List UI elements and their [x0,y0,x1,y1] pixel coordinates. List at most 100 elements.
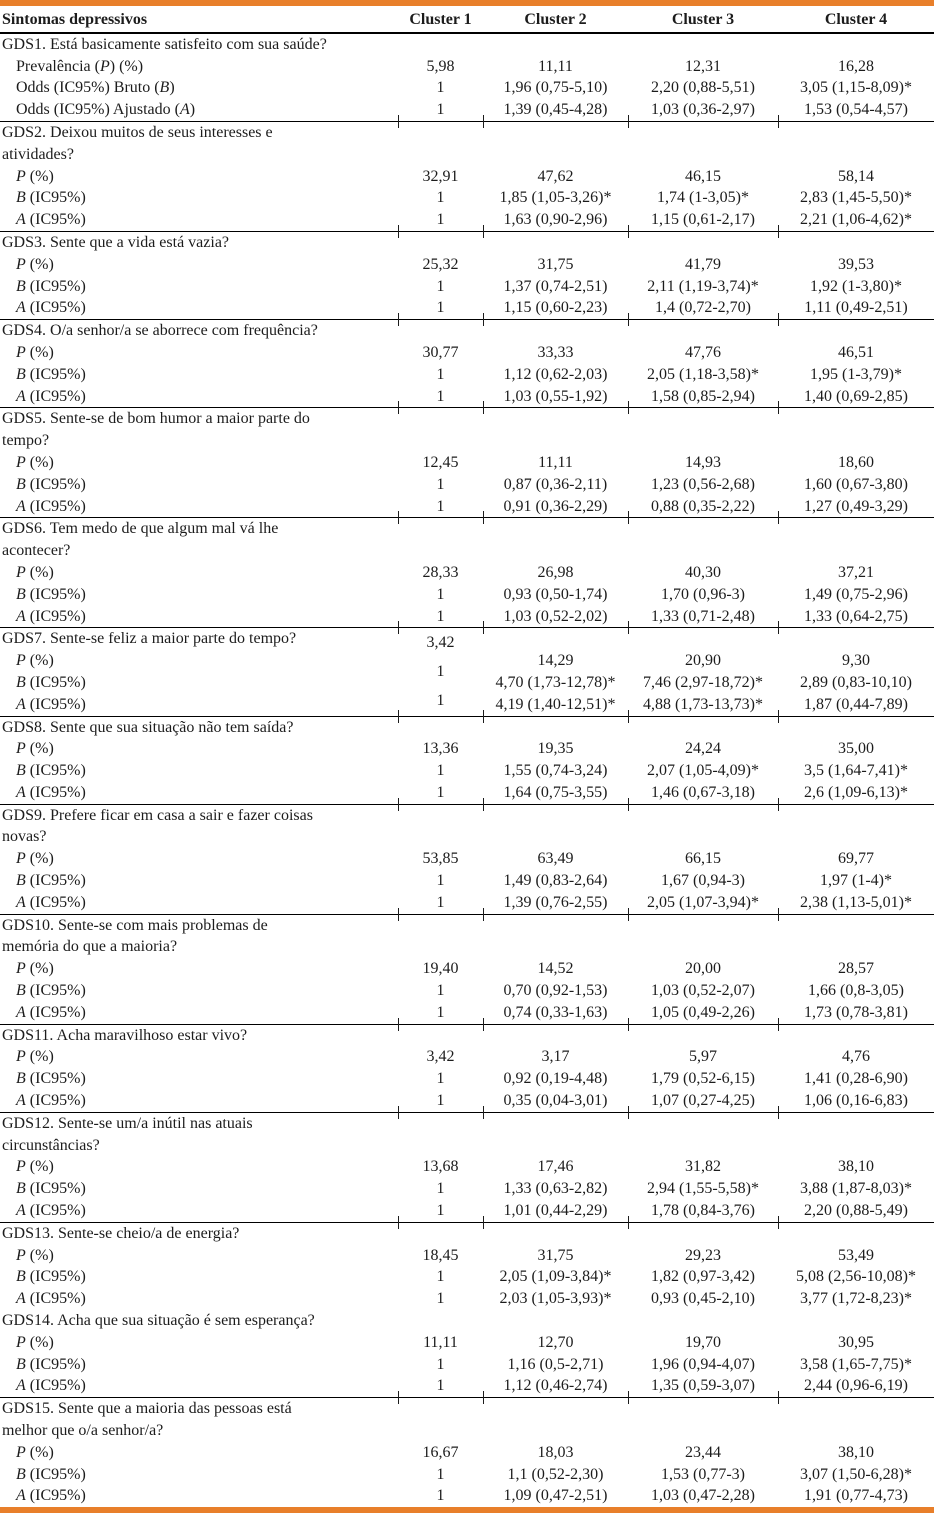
cell-value: 1,85 (1,05-3,26)* [499,189,612,207]
column-divider-tick [778,797,779,811]
row-label: Odds (IC95%) Bruto (B) [16,79,175,97]
row-label: B (IC95%) [16,189,86,207]
cell-value: 39,53 [838,255,874,273]
table-row: P (%) 19,40 14,52 20,00 28,57 [0,958,934,980]
column-divider-tick [398,313,399,327]
cell-value: 1,49 (0,83-2,64) [503,872,608,890]
column-divider-tick [398,401,399,415]
row-label: B (IC95%) [16,365,86,383]
cell-value: 13,68 [422,1158,459,1176]
cell-value: 1,16 (0,5-2,71) [507,1355,604,1373]
row-label: P (%) [16,1443,54,1461]
cell-value: 12,70 [537,1333,574,1351]
cell-value: 14,93 [685,453,721,471]
cell-value: 38,10 [838,1158,874,1176]
cell-value: 1 [436,692,445,710]
cell-value: 46,51 [838,343,874,361]
cell-value: 40,30 [685,563,721,581]
header-cluster-2: Cluster 2 [524,11,587,28]
row-label: A (IC95%) [16,783,86,801]
gds-section-gds6: GDS6. Tem medo de que algum mal vá lhe a… [0,518,934,635]
cell-value: 31,75 [537,255,574,273]
table-row: P (%) 30,77 33,33 47,76 46,51 [0,342,934,364]
row-label: B (IC95%) [16,277,86,295]
column-divider-tick [628,1215,629,1229]
cell-value: 9,30 [842,652,870,670]
cell-value: 0,92 (0,19-4,48) [503,1070,608,1088]
cell-value: 1 [436,982,445,1000]
row-label: P (%) [16,1246,54,1264]
column-divider-tick [483,797,484,811]
cell-value: 16,28 [838,57,874,75]
section-title: GDS11. Acha maravilhoso estar vivo? [2,1026,248,1044]
cell-value: 30,77 [422,343,459,361]
section-title: GDS6. Tem medo de que algum mal vá lhe a… [2,520,279,560]
cell-value: 53,85 [422,850,459,868]
table-row: B (IC95%) 1 0,70 (0,92-1,53) 1,03 (0,52-2,0… [0,980,934,1002]
cell-value: 1,33 (0,71-2,48) [651,607,755,625]
cell-value: 1 [436,1268,445,1286]
row-label: A (IC95%) [16,1003,86,1021]
cell-value: 1,70 (0,96-3) [661,585,745,603]
cell-value: 20,00 [685,960,721,978]
cell-value: 5,08 (2,56-10,08)* [796,1268,916,1286]
gds-section-gds9: GDS9. Prefere ficar em casa a sair e faz… [0,805,934,921]
column-divider-tick [398,907,399,921]
gds-section-gds2: GDS2. Deixou muitos de seus interesses e… [0,122,934,238]
cell-value: 31,75 [537,1246,574,1264]
cell-value: 1 [436,663,445,680]
table-row: Odds (IC95%) Bruto (B) 1 1,96 (0,75-5,10) 2… [0,77,934,99]
table-row: A (IC95%) 1 2,03 (1,05-3,93)* 0,93 (0,45-2,… [0,1288,934,1310]
cell-value: 1,07 (0,27-4,25) [651,1092,755,1110]
cell-value: 1,67 (0,94-3) [661,872,745,890]
cell-value: 2,38 (1,13-5,01)* [800,893,912,911]
section-title: GDS12. Sente-se um/a inútil nas atuais c… [2,1114,253,1154]
table-row: P (%) 18,45 31,75 29,23 53,49 [0,1245,934,1267]
cell-value: 58,14 [838,167,874,185]
column-divider-tick [628,511,629,525]
cell-value: 18,03 [537,1443,574,1461]
section-title: GDS5. Sente-se de bom humor a maior part… [2,410,310,450]
cell-value: 12,45 [422,453,459,471]
table-row: P (%) 13,68 17,46 31,82 38,10 [0,1156,934,1178]
cell-value: 1 [436,211,445,229]
cell-value: 1,09 (0,47-2,51) [503,1487,608,1505]
cell-value: 3,88 (1,87-8,03)* [800,1180,912,1198]
cell-value: 1,79 (0,52-6,15) [651,1070,755,1088]
cell-value: 19,40 [422,960,459,978]
cell-value: 2,11 (1,19-3,74)* [647,277,759,295]
column-divider-tick [398,1215,399,1229]
cell-value: 4,88 (1,73-13,73)* [643,695,763,713]
cell-value: 1,63 (0,90-2,96) [503,211,608,229]
cell-value: 1 [436,1290,445,1308]
column-divider-tick [628,907,629,921]
cell-value: 1 [436,1092,445,1110]
column-divider-tick [483,907,484,921]
table-row: B (IC95%) 1 1,85 (1,05-3,26)* 1,74 (1-3,05)… [0,187,934,209]
cell-value: 19,35 [537,740,574,758]
column-divider-tick [778,1215,779,1229]
cell-value: 1 [436,277,445,295]
row-label: P (%) [16,563,54,581]
cell-value: 18,60 [838,453,874,471]
column-divider-tick [398,797,399,811]
merged-cluster1-cell: 3,42 1 1 [398,628,483,715]
header-cluster-4: Cluster 4 [824,11,888,28]
section-title: GDS2. Deixou muitos de seus interesses e… [2,123,273,163]
column-divider-tick [628,224,629,238]
cell-value: 53,49 [838,1246,874,1264]
cell-value: 1,35 (0,59-3,07) [651,1377,755,1395]
cell-value: 23,44 [685,1443,721,1461]
gds-section-gds12: GDS12. Sente-se um/a inútil nas atuais c… [0,1113,934,1229]
cell-value: 1 [436,1355,445,1373]
row-label: A (IC95%) [16,695,86,713]
column-divider-tick [398,1017,399,1031]
cell-value: 1,15 (0,61-2,17) [651,211,755,229]
cell-value: 3,5 (1,64-7,41)* [804,762,908,780]
cell-value: 1,15 (0,60-2,23) [503,299,608,317]
table-row: B (IC95%) 1 1,12 (0,62-2,03) 2,05 (1,18-3,5… [0,364,934,386]
row-label: A (IC95%) [16,1290,86,1308]
table-row: A (IC95%) 1 1,03 (0,52-2,02) 1,33 (0,71-2,4… [0,606,934,628]
table-row: B (IC95%) 1 0,93 (0,50-1,74) 1,70 (0,96-3) 1… [0,584,934,606]
